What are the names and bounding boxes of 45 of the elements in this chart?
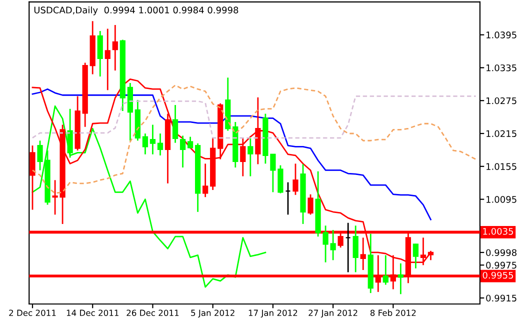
candlestick bbox=[187, 136, 194, 149]
x-tick-label: 5 Jan 2012 bbox=[191, 310, 234, 318]
candlestick bbox=[104, 28, 110, 91]
x-tick-label: 14 Dec 2011 bbox=[66, 310, 118, 316]
candlestick bbox=[248, 137, 254, 177]
candlestick bbox=[142, 132, 148, 156]
x-tick-label: 26 Dec 2011 bbox=[126, 310, 179, 316]
ref-line-label: 0.9955 bbox=[482, 272, 514, 279]
candlestick bbox=[202, 162, 208, 198]
y-tick-label: 0.9915 bbox=[486, 294, 516, 302]
y-tick-label: 1.0095 bbox=[486, 196, 516, 203]
candlestick bbox=[67, 108, 73, 158]
line-series bbox=[32, 88, 432, 220]
candlestick bbox=[112, 24, 118, 72]
candlestick bbox=[398, 262, 404, 295]
candlestick bbox=[172, 104, 178, 144]
candlestick bbox=[240, 137, 246, 177]
candlestick bbox=[292, 162, 298, 196]
candlestick bbox=[360, 236, 366, 271]
candlestick bbox=[308, 194, 314, 216]
candlestick bbox=[150, 124, 156, 156]
candlestick bbox=[412, 243, 419, 270]
y-tick-label: 0.9975 bbox=[486, 262, 516, 269]
y-tick-label: 1.0275 bbox=[486, 97, 516, 104]
x-tick-label: 8 Feb 2012 bbox=[370, 310, 416, 316]
line-series bbox=[32, 105, 266, 288]
candlestick bbox=[285, 182, 291, 216]
y-tick-label: 1.0335 bbox=[486, 64, 516, 72]
candlestick bbox=[180, 134, 186, 168]
candlestick bbox=[352, 224, 358, 273]
candlestick bbox=[345, 222, 351, 273]
candlestick bbox=[330, 229, 336, 261]
candlestick bbox=[382, 254, 388, 286]
y-tick-label: 1.0215 bbox=[486, 130, 516, 138]
candlestick bbox=[157, 132, 164, 156]
x-tick-label: 27 Jan 2012 bbox=[308, 310, 358, 318]
ref-line-label: 1.0035 bbox=[483, 228, 514, 235]
candlestick bbox=[30, 144, 36, 210]
y-tick-label: 0.9998 bbox=[486, 249, 516, 256]
candlestick bbox=[97, 30, 103, 78]
x-tick-label: 17 Jan 2012 bbox=[248, 310, 298, 318]
y-tick-label: 1.0395 bbox=[486, 32, 516, 38]
y-tick-label: 1.0155 bbox=[486, 163, 516, 170]
chart-title: USDCAD,Daily 0.9994 1.0001 0.9984 0.9998 bbox=[34, 6, 238, 16]
x-tick-label: 2 Dec 2011 bbox=[9, 310, 56, 316]
